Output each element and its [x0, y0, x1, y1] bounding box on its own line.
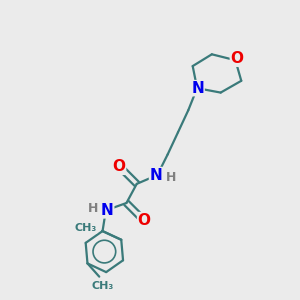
Text: N: N	[191, 81, 204, 96]
Text: O: O	[138, 213, 151, 228]
Text: H: H	[88, 202, 99, 215]
Text: O: O	[230, 51, 243, 66]
Text: N: N	[149, 167, 162, 182]
Text: H: H	[165, 171, 176, 184]
Text: CH₃: CH₃	[91, 281, 113, 291]
Text: N: N	[101, 203, 114, 218]
Text: CH₃: CH₃	[75, 223, 97, 233]
Text: O: O	[112, 159, 126, 174]
